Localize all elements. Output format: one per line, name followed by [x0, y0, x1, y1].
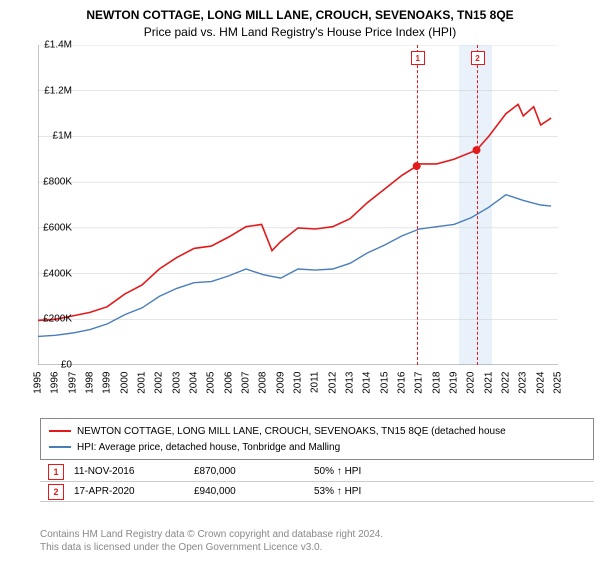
xlabel-11: 2006: [223, 372, 234, 402]
chart-marker-badge-1: 1: [411, 51, 425, 65]
legend-box: NEWTON COTTAGE, LONG MILL LANE, CROUCH, …: [40, 418, 594, 460]
xlabel-16: 2011: [310, 372, 321, 402]
xlabel-2: 1997: [67, 372, 78, 402]
xlabel-6: 2001: [137, 372, 148, 402]
marker-dash-2: [477, 45, 478, 365]
marker-date-2: 17-APR-2020: [74, 486, 194, 497]
xlabel-13: 2008: [258, 372, 269, 402]
marker-date-1: 11-NOV-2016: [74, 466, 194, 477]
ylabel-2: £400K: [36, 268, 72, 279]
xlabel-8: 2003: [171, 372, 182, 402]
ylabel-7: £1.4M: [36, 40, 72, 51]
marker-badge-2: 2: [48, 484, 64, 500]
xlabel-22: 2017: [414, 372, 425, 402]
xlabel-18: 2013: [345, 372, 356, 402]
legend-row-0: NEWTON COTTAGE, LONG MILL LANE, CROUCH, …: [49, 423, 585, 439]
marker-row-2: 2 17-APR-2020 £940,000 53% ↑ HPI: [40, 482, 594, 502]
marker-row-1: 1 11-NOV-2016 £870,000 50% ↑ HPI: [40, 462, 594, 482]
xlabel-19: 2014: [362, 372, 373, 402]
chart-subtitle: Price paid vs. HM Land Registry's House …: [0, 25, 600, 39]
xlabel-14: 2009: [275, 372, 286, 402]
xlabel-27: 2022: [501, 372, 512, 402]
footer-line-2: This data is licensed under the Open Gov…: [40, 541, 383, 554]
marker-price-2: £940,000: [194, 486, 314, 497]
xlabel-9: 2004: [189, 372, 200, 402]
ylabel-6: £1.2M: [36, 85, 72, 96]
ylabel-5: £1M: [36, 131, 72, 142]
chart-title: NEWTON COTTAGE, LONG MILL LANE, CROUCH, …: [0, 8, 600, 22]
xlabel-26: 2021: [483, 372, 494, 402]
legend-label-1: HPI: Average price, detached house, Tonb…: [77, 442, 340, 453]
chart-svg: [38, 45, 558, 365]
xlabel-3: 1998: [85, 372, 96, 402]
series-0: [38, 104, 551, 320]
legend-swatch-1: [49, 446, 71, 448]
legend-row-1: HPI: Average price, detached house, Tonb…: [49, 439, 585, 455]
xlabel-17: 2012: [327, 372, 338, 402]
legend-label-0: NEWTON COTTAGE, LONG MILL LANE, CROUCH, …: [77, 426, 506, 437]
xlabel-21: 2016: [397, 372, 408, 402]
xlabel-12: 2007: [241, 372, 252, 402]
xlabel-15: 2010: [293, 372, 304, 402]
chart-marker-badge-2: 2: [471, 51, 485, 65]
series-1: [38, 195, 551, 337]
ylabel-3: £600K: [36, 222, 72, 233]
marker-pct-2: 53% ↑ HPI: [314, 486, 434, 497]
marker-pct-1: 50% ↑ HPI: [314, 466, 434, 477]
xlabel-10: 2005: [206, 372, 217, 402]
chart-area: 12£0£200K£400K£600K£800K£1M£1.2M£1.4M199…: [38, 45, 598, 395]
footer: Contains HM Land Registry data © Crown c…: [40, 528, 383, 554]
xlabel-28: 2023: [518, 372, 529, 402]
marker-price-1: £870,000: [194, 466, 314, 477]
xlabel-4: 1999: [102, 372, 113, 402]
legend-swatch-0: [49, 430, 71, 432]
ylabel-4: £800K: [36, 177, 72, 188]
xlabel-5: 2000: [119, 372, 130, 402]
xlabel-1: 1996: [50, 372, 61, 402]
marker-dash-1: [417, 45, 418, 365]
xlabel-25: 2020: [466, 372, 477, 402]
ylabel-0: £0: [36, 360, 72, 371]
marker-badge-1: 1: [48, 464, 64, 480]
xlabel-23: 2018: [431, 372, 442, 402]
ylabel-1: £200K: [36, 314, 72, 325]
xlabel-0: 1995: [33, 372, 44, 402]
xlabel-7: 2002: [154, 372, 165, 402]
xlabel-20: 2015: [379, 372, 390, 402]
xlabel-29: 2024: [535, 372, 546, 402]
marker-table: 1 11-NOV-2016 £870,000 50% ↑ HPI 2 17-AP…: [40, 462, 594, 502]
xlabel-24: 2019: [449, 372, 460, 402]
xlabel-30: 2025: [553, 372, 564, 402]
footer-line-1: Contains HM Land Registry data © Crown c…: [40, 528, 383, 541]
